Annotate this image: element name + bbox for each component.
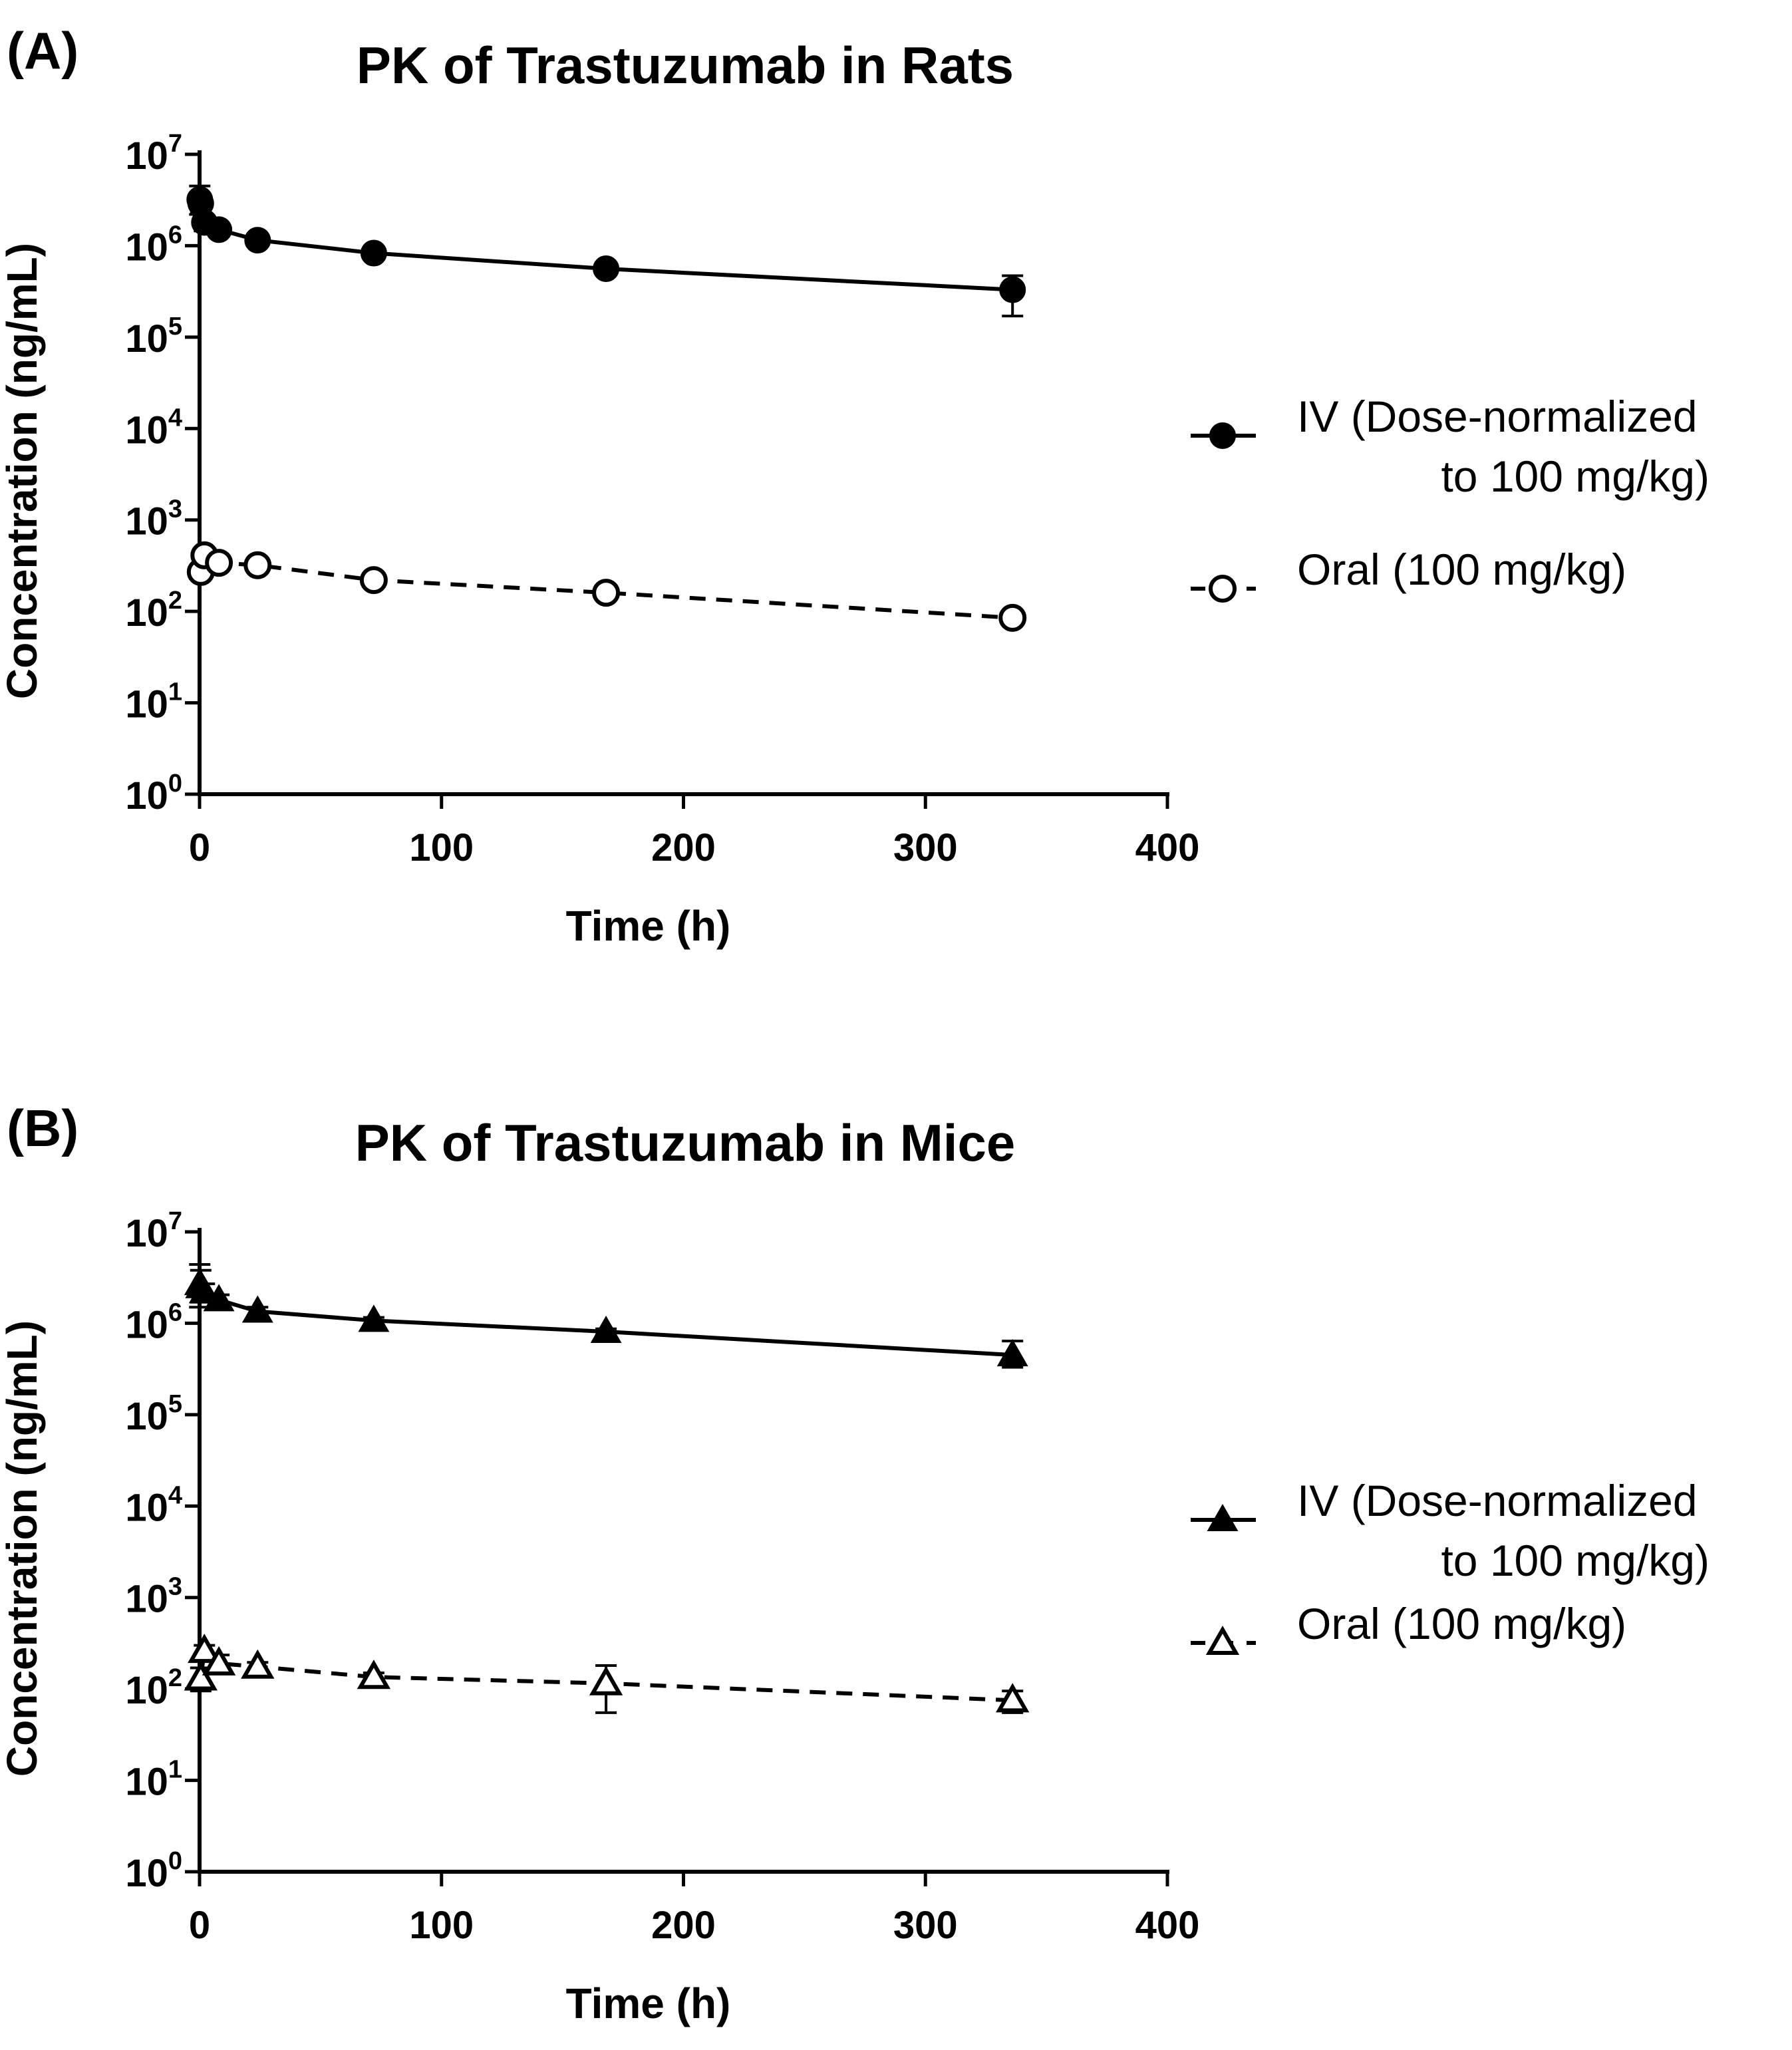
x-tick-label: 400 [1135,826,1200,869]
legend-label: IV (Dose-normalized [1297,1476,1698,1525]
x-tick-label: 0 [189,826,210,869]
data-point [592,579,621,607]
x-tick-label: 300 [893,1904,958,1947]
x-tick-label: 0 [189,1904,210,1947]
chart-title: PK of Trastuzumab in Rats [357,36,1014,94]
data-point [188,1634,222,1664]
data-point [241,1649,275,1679]
series-oral [186,541,1027,632]
x-tick-label: 200 [651,826,716,869]
chart-panel-a: (A) PK of Trastuzumab in Rats 100 101 102 103… [0,21,1710,950]
x-tick-label: 300 [893,826,958,869]
y-axis-title: Concentration (ng/mL) [0,243,46,699]
x-tick-label: 200 [651,1904,716,1947]
legend-marker [1209,422,1236,449]
x-tick-label: 400 [1135,1904,1200,1947]
y-tick-label: 104 [125,1481,182,1529]
y-tick-label: 100 [125,770,182,817]
panel-label: (A) [7,21,78,80]
y-tick-label: 100 [125,1847,182,1895]
x-axis-title: Time (h) [566,1979,731,2027]
series-oral [184,1634,1030,1714]
data-point [593,255,620,283]
data-point [996,1339,1028,1367]
data-point [996,1683,1030,1713]
legend: IV (Dose-normalized to 100 mg/kg) Oral (10… [1191,1476,1710,1655]
y-tick-label: 107 [125,1207,182,1255]
y-tick-label: 104 [125,404,182,452]
legend-label: IV (Dose-normalized [1297,392,1698,441]
legend-marker [1209,575,1237,603]
y-tick-label: 102 [125,1664,182,1712]
legend-label: Oral (100 mg/kg) [1297,545,1626,594]
data-point [998,603,1027,632]
legend: IV (Dose-normalized to 100 mg/kg) Oral (10… [1191,392,1710,603]
x-tick-label: 100 [409,826,474,869]
y-tick-label: 101 [125,678,182,726]
series-iv [184,1262,1028,1369]
data-point [589,1666,623,1695]
legend-marker [1205,1625,1240,1655]
series-iv [186,184,1026,318]
data-point [206,216,233,243]
legend-marker [1207,1503,1239,1531]
data-point [999,276,1026,303]
x-tick-label: 100 [409,1904,474,1947]
data-point [357,1660,391,1689]
data-point [359,566,388,595]
data-point [202,1646,236,1676]
data-point [184,1661,218,1691]
y-tick-label: 105 [125,1390,182,1438]
data-point [203,1284,235,1312]
data-point [360,239,387,267]
data-point [244,227,271,254]
y-tick-label: 103 [125,1573,182,1621]
y-tick-label: 102 [125,587,182,635]
y-tick-label: 105 [125,313,182,361]
y-tick-label: 101 [125,1756,182,1804]
y-axis-title: Concentration (ng/mL) [0,1320,46,1777]
y-tick-label: 103 [125,496,182,543]
legend-label: to 100 mg/kg) [1441,452,1710,501]
data-point [188,1276,220,1304]
y-tick-label: 107 [125,130,182,178]
y-tick-label: 106 [125,221,182,269]
panel-label: (B) [7,1099,78,1157]
chart-panel-b: (B) PK of Trastuzumab in Mice 100 101 102 103… [0,1099,1710,2027]
legend-label: Oral (100 mg/kg) [1297,1599,1626,1648]
data-point [205,549,233,577]
data-point [243,551,272,579]
x-axis-title: Time (h) [566,902,731,950]
data-point [241,1295,273,1323]
legend-label: to 100 mg/kg) [1441,1536,1710,1585]
data-point [590,1315,622,1344]
y-tick-label: 106 [125,1298,182,1346]
chart-title: PK of Trastuzumab in Mice [355,1113,1015,1172]
data-point [358,1304,390,1332]
